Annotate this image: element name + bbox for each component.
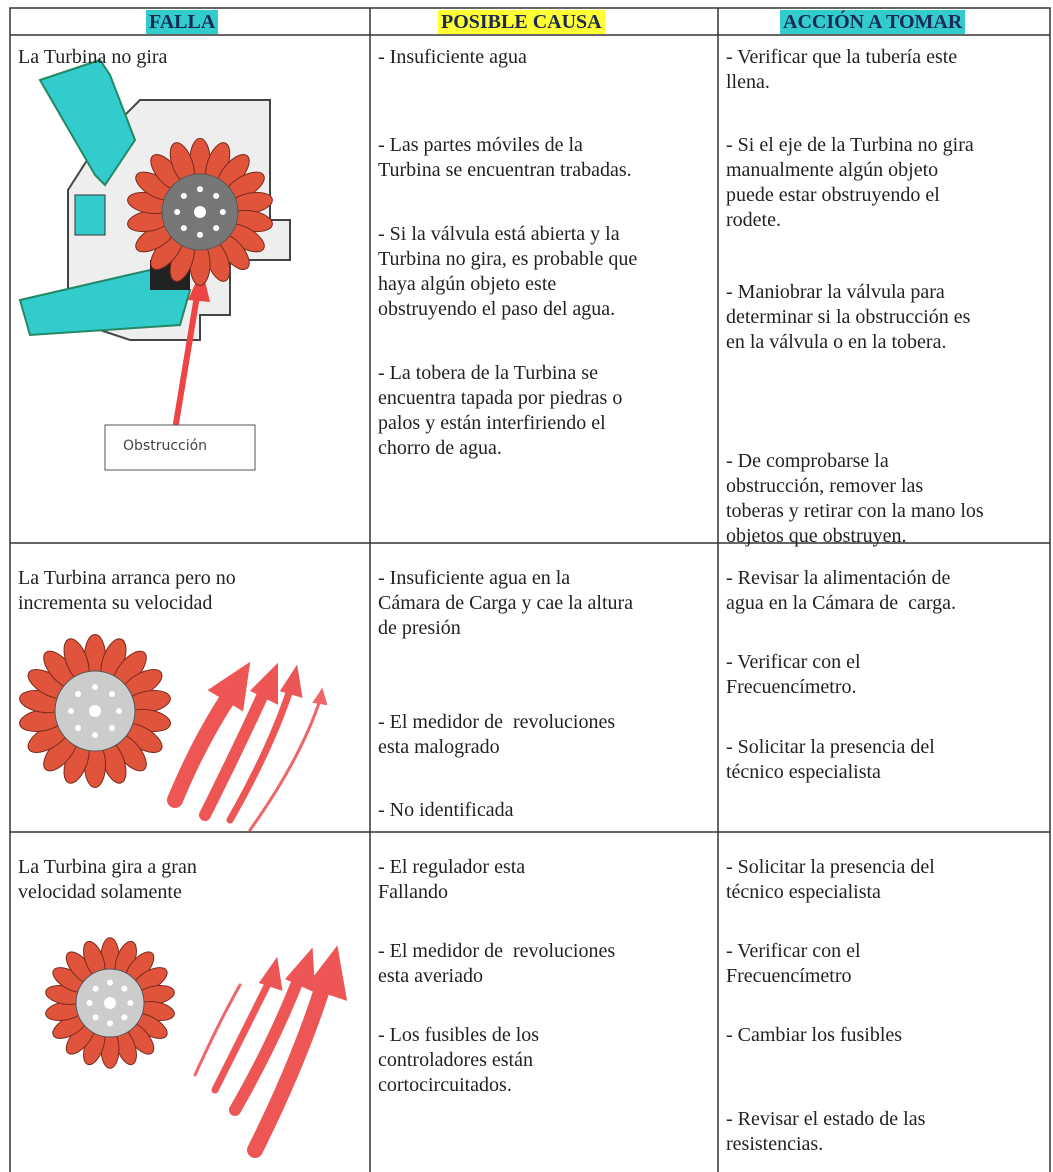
cell-text: - Insuficiente agua xyxy=(378,46,527,68)
cell-text: chorro de agua. xyxy=(378,437,502,459)
cell-text: haya algún objeto este xyxy=(378,273,557,295)
cell-text: cortocircuitados. xyxy=(378,1074,512,1096)
cell-text: - Solicitar la presencia del xyxy=(726,736,935,758)
cell-text: Fallando xyxy=(378,881,448,903)
cell-text: esta averiado xyxy=(378,965,483,987)
image-label: Obstrucción xyxy=(123,438,208,454)
header-cell: ACCIÓN A TOMAR xyxy=(780,10,966,34)
cell-text: de presión xyxy=(378,617,461,639)
cell-text: Turbina no gira, es probable que xyxy=(378,248,638,270)
cell-text: - Verificar con el xyxy=(726,651,861,673)
cell-text: Turbina se encuentran trabadas. xyxy=(378,159,632,181)
arrows xyxy=(167,661,348,1158)
cell-text: controladores están xyxy=(378,1049,533,1071)
cell-text: - Cambiar los fusibles xyxy=(726,1024,903,1046)
cell-text: - De comprobarse la xyxy=(726,450,889,472)
cell-text: La Turbina no gira xyxy=(18,46,168,68)
wheel xyxy=(45,937,175,1069)
cell-text: técnico especialista xyxy=(726,881,881,903)
cell-text: obstrucción, remover las xyxy=(726,475,924,497)
cell-text: - Las partes móviles de la xyxy=(378,134,583,156)
cell-text: en la válvula o en la tobera. xyxy=(726,331,947,353)
wheels xyxy=(19,138,273,1069)
cell-text: resistencias. xyxy=(726,1133,824,1155)
cell-text: - Maniobrar la válvula para xyxy=(726,281,945,303)
table-borders xyxy=(9,7,1051,1172)
cell-text: objetos que obstruyen. xyxy=(726,525,907,547)
cell-text: - Si la válvula está abierta y la xyxy=(378,223,620,245)
cell-text: técnico especialista xyxy=(726,761,881,783)
cell-text: - Revisar el estado de las xyxy=(726,1108,926,1130)
cell-text: - Insuficiente agua en la xyxy=(378,567,571,589)
cell-text: - No identificada xyxy=(378,799,514,821)
cell-text: - Si el eje de la Turbina no gira xyxy=(726,134,974,156)
cell-text: obstruyendo el paso del agua. xyxy=(378,298,616,320)
cell-text: puede estar obstruyendo el xyxy=(726,184,940,206)
cell-text: incrementa su velocidad xyxy=(18,592,213,614)
cell-text: - El medidor de revoluciones xyxy=(378,940,616,962)
cell-text: esta malogrado xyxy=(378,736,500,758)
cell-text: La Turbina arranca pero no xyxy=(18,567,236,589)
wheel xyxy=(19,634,171,788)
cell-text: - Verificar con el xyxy=(726,940,861,962)
cell-text: - El regulador esta xyxy=(378,856,526,878)
cell-text: - Revisar la alimentación de xyxy=(726,567,951,589)
cell-text: velocidad solamente xyxy=(18,881,182,903)
cell-text: - Los fusibles de los xyxy=(378,1024,540,1046)
cell-text: Frecuencímetro. xyxy=(726,676,857,698)
cell-text: Frecuencímetro xyxy=(726,965,852,987)
cell-text: Cámara de Carga y cae la altura xyxy=(378,592,634,614)
cell-text: - Verificar que la tubería este xyxy=(726,46,958,68)
cell-text: rodete. xyxy=(726,209,781,231)
header-cell: POSIBLE CAUSA xyxy=(438,10,605,34)
cell-text: toberas y retirar con la mano los xyxy=(726,500,984,522)
cell-text: - La tobera de la Turbina se xyxy=(378,362,598,384)
cell-text: - Solicitar la presencia del xyxy=(726,856,935,878)
cell-text: manualmente algún objeto xyxy=(726,159,939,181)
cell-text: agua en la Cámara de carga. xyxy=(726,592,957,614)
cell-text: - El medidor de revoluciones xyxy=(378,711,616,733)
header-cell: FALLA xyxy=(146,10,219,34)
cell-text: llena. xyxy=(726,71,770,93)
wheel xyxy=(127,138,273,286)
cell-text: palos y están interfiriendo el xyxy=(378,412,606,434)
cell-text: determinar si la obstrucción es xyxy=(726,306,971,328)
cell-text: encuentra tapada por piedras o xyxy=(378,387,623,409)
cell-text: La Turbina gira a gran xyxy=(18,856,197,878)
